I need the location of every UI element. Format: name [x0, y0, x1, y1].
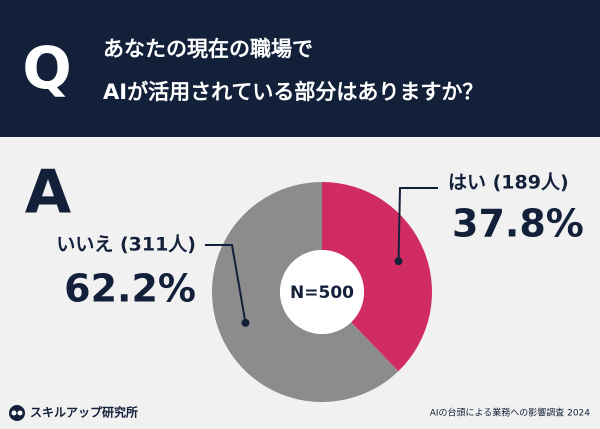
value-label: 62.2% [64, 267, 196, 311]
question-line: あなたの現在の職場で [103, 37, 313, 61]
donut-chart: はい (189人) 37.8% いいえ (311人) 62.2% N=500 [56, 172, 584, 402]
center-label: N=500 [290, 283, 354, 303]
category-label: はい (189人) [448, 172, 569, 194]
a-mark: A [25, 158, 72, 228]
footer-logo [9, 405, 25, 421]
donut-segment [211, 182, 399, 402]
footer-brand: スキルアップ研究所 [30, 405, 138, 420]
donut-segment [322, 182, 432, 372]
footer-source: AIの台頭による業務への影響調査 2024 [430, 407, 591, 419]
leader-line [397, 187, 438, 262]
header-band [0, 0, 600, 137]
category-label: いいえ (311人) [56, 234, 196, 256]
donut-hole [280, 250, 364, 334]
q-mark: Q [22, 34, 71, 102]
value-label: 37.8% [452, 202, 584, 246]
question-line: AIが活用されている部分はありますか？ [103, 80, 483, 104]
leader-line [205, 244, 247, 324]
